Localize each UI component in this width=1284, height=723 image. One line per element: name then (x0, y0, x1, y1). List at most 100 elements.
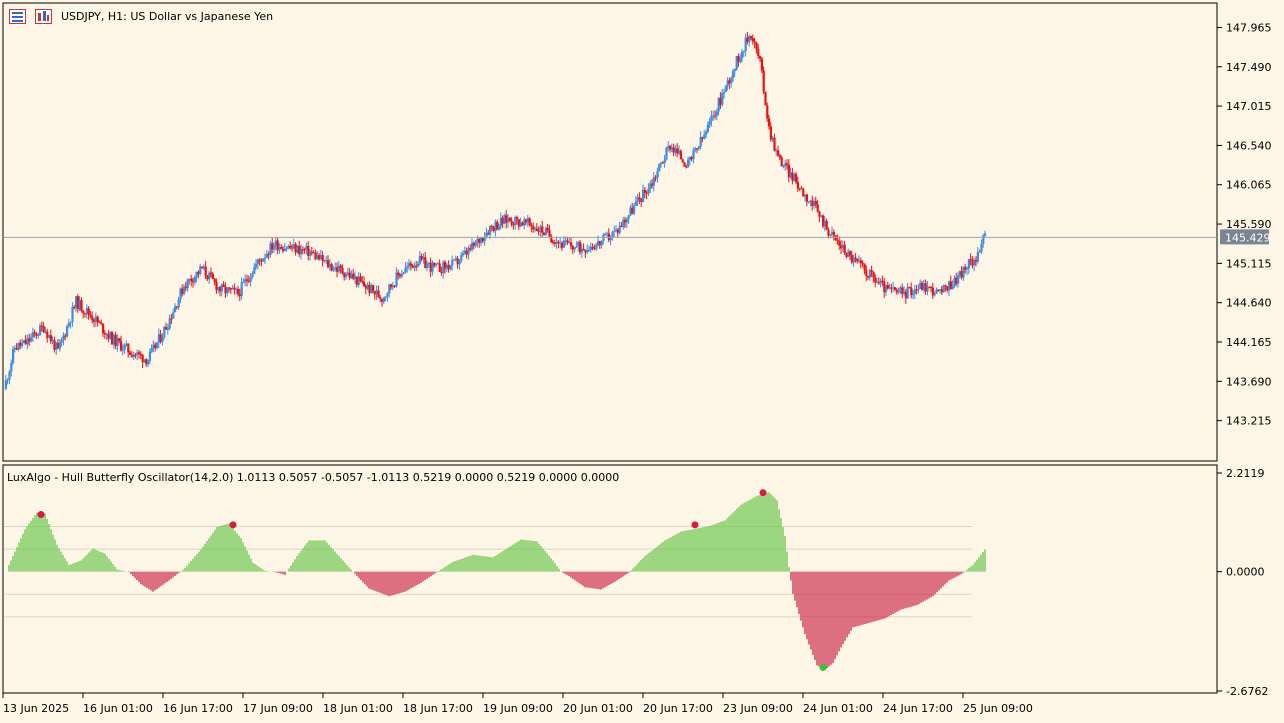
candle-body (89, 314, 92, 317)
price-tick-label: 146.065 (1226, 179, 1272, 192)
candle-body (841, 244, 844, 249)
candle-body (627, 215, 630, 219)
candle-body (15, 347, 18, 350)
candle-body (678, 150, 681, 154)
candle-body (883, 281, 886, 293)
candle-body (181, 288, 184, 294)
candle-body (490, 226, 493, 228)
candle-body (202, 266, 205, 269)
candle-body (577, 241, 580, 247)
candle-body (638, 197, 641, 199)
candle-body (328, 264, 331, 268)
candle-body (57, 342, 60, 349)
candle-body (807, 201, 810, 203)
candle-body (309, 251, 312, 256)
candle-body (289, 245, 292, 248)
candle-body (467, 248, 470, 255)
candle-body (156, 342, 159, 349)
candle-body (917, 288, 920, 290)
candle-body (399, 274, 402, 277)
candle-body (521, 222, 524, 226)
candle-body (172, 312, 175, 319)
candle-body (312, 252, 315, 254)
candles (4, 31, 987, 391)
candle-body (548, 229, 551, 237)
candle-body (593, 248, 596, 250)
candle-body (345, 274, 348, 278)
candle-body (481, 237, 484, 242)
candle-body (876, 282, 879, 284)
candle-body (886, 285, 889, 289)
candle-body (4, 380, 7, 389)
candle-body (750, 36, 753, 39)
candle-body (244, 279, 247, 282)
chart-list-icon[interactable] (9, 9, 26, 24)
current-price-label: 145.429 (1225, 231, 1271, 244)
candle-body (645, 192, 648, 194)
candle-body (35, 333, 38, 336)
candle-body (881, 280, 884, 282)
candle-body (534, 228, 537, 230)
indicator-list-icon[interactable] (35, 9, 52, 24)
candle-body (134, 354, 137, 356)
candle-body (139, 353, 142, 356)
candle-body (116, 338, 119, 347)
candle-body (48, 335, 51, 338)
candle-body (96, 316, 99, 323)
candle-body (962, 267, 965, 278)
candle-body (539, 226, 542, 232)
candle-body (406, 266, 409, 268)
candle-body (766, 105, 769, 119)
candle-body (55, 342, 58, 350)
candle-body (733, 69, 736, 72)
candle-body (165, 327, 168, 330)
candle-body (427, 262, 430, 264)
candle-body (580, 248, 583, 253)
candle-body (418, 256, 421, 264)
candle-body (269, 243, 272, 255)
candle-body (780, 157, 783, 167)
candle-body (699, 137, 702, 147)
candle-body (447, 264, 450, 270)
candle-body (798, 188, 801, 190)
candle-body (469, 248, 472, 250)
candle-body (71, 307, 74, 323)
candle-body (647, 188, 650, 194)
candle-body (849, 251, 852, 255)
price-axis: 147.965 147.490 147.015 146.540 146.065 145.5… (1217, 21, 1272, 428)
candle-body (222, 284, 225, 287)
candle-body (526, 218, 529, 223)
candle-body (294, 244, 297, 253)
candle-body (433, 262, 436, 266)
candle-body (355, 276, 358, 286)
candle-body (375, 290, 378, 295)
candle-body (26, 338, 29, 345)
price-pane[interactable] (2, 2, 1218, 462)
osc-signal-dot (229, 521, 237, 529)
candle-body (354, 276, 357, 279)
candle-body (368, 284, 371, 294)
oscillator-markers (37, 489, 827, 672)
candle-body (652, 177, 655, 186)
oscillator-pane[interactable] (2, 464, 1218, 694)
candle-body (800, 188, 803, 190)
candle-body (262, 258, 265, 262)
candle-body (555, 241, 558, 244)
candle-body (553, 242, 556, 244)
candle-body (136, 352, 139, 355)
osc-tick-label: 0.0000 (1226, 566, 1265, 579)
candle-body (715, 111, 718, 116)
price-tick-label: 147.015 (1226, 100, 1272, 113)
candle-body (791, 172, 794, 181)
candle-body (157, 334, 160, 343)
candle-body (323, 260, 326, 262)
candle-body (332, 269, 335, 271)
candle-body (246, 279, 249, 281)
candle-body (229, 287, 232, 290)
candle-body (611, 232, 614, 238)
candle-body (460, 254, 463, 261)
candle-body (166, 328, 169, 330)
candle-body (643, 189, 646, 193)
candle-body (111, 332, 114, 345)
